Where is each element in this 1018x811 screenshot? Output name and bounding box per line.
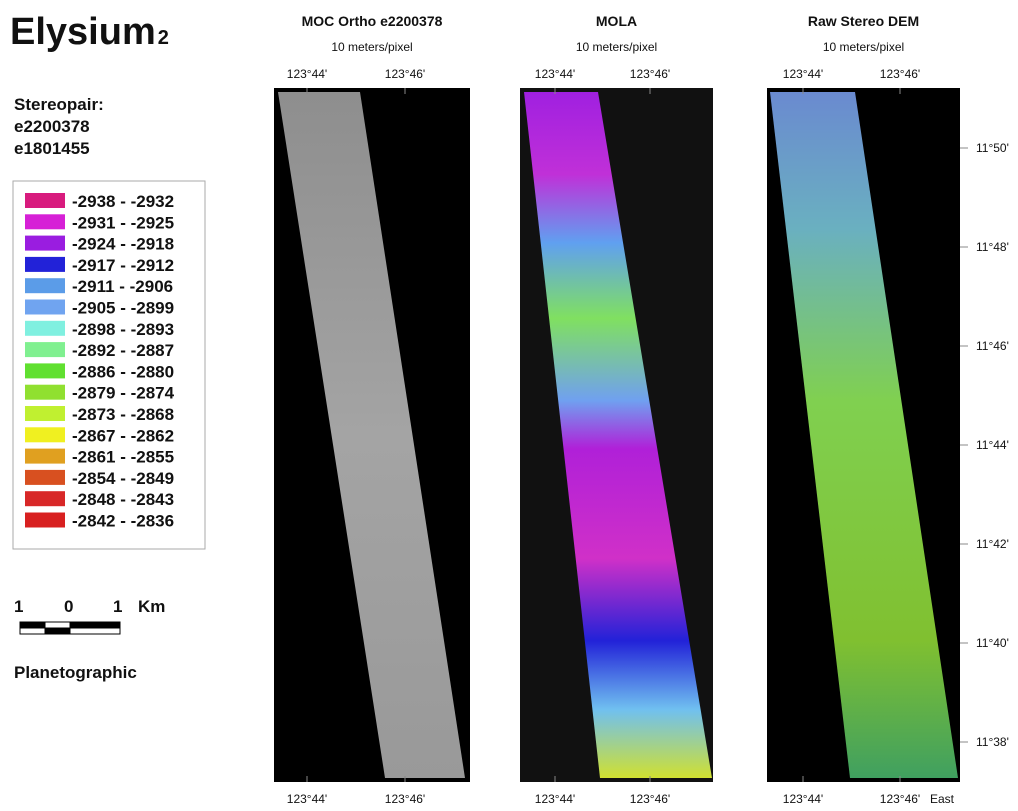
legend-label: -2917 - -2912 [72,256,174,275]
panel-subtitle: 10 meters/pixel [331,40,412,54]
legend-swatch [25,363,65,378]
panel-subtitle: 10 meters/pixel [576,40,657,54]
legend-label: -2886 - -2880 [72,362,174,381]
legend-swatch [25,236,65,251]
projection: Planetographic [14,663,137,682]
legend-swatch [25,491,65,506]
legend-swatch [25,385,65,400]
legend-label: -2854 - -2849 [72,469,174,488]
latitude-label: 11°44' [976,438,1009,452]
legend-label: -2848 - -2843 [72,490,174,509]
longitude-label: 123°44' [287,792,327,806]
longitude-label: 123°44' [783,67,823,81]
panel-title: MOLA [596,13,637,29]
legend-label: -2873 - -2868 [72,405,174,424]
latitude-label: 11°38' [976,735,1009,749]
legend-swatch [25,257,65,272]
latitude-label: 11°50' [976,141,1009,155]
panel-subtitle: 10 meters/pixel [823,40,904,54]
latitude-label: 11°48' [976,240,1009,254]
legend-swatch [25,470,65,485]
legend-swatch [25,427,65,442]
stereopair-image: e1801455 [14,139,90,158]
legend-swatch [25,406,65,421]
longitude-label: 123°46' [385,67,425,81]
figure: Elysium2 Stereopair: e2200378 e1801455 -… [0,0,1018,811]
legend-swatch [25,300,65,315]
legend-swatch [25,342,65,357]
latitude-label: 11°42' [976,537,1009,551]
legend-label: -2938 - -2932 [72,192,174,211]
legend-label: -2879 - -2874 [72,384,175,403]
panel-title: MOC Ortho e2200378 [302,13,443,29]
scale-unit: Km [138,597,165,616]
legend-label: -2905 - -2899 [72,299,174,318]
title-main: Elysium [10,11,156,53]
scale-label: 0 [64,597,73,616]
legend-label: -2867 - -2862 [72,426,174,445]
longitude-label: 123°46' [385,792,425,806]
scale-label: 1 [14,597,23,616]
legend-label: -2892 - -2887 [72,341,174,360]
stereopair-label: Stereopair: [14,95,104,114]
stereopair-image: e2200378 [14,117,90,136]
longitude-label: 123°46' [630,792,670,806]
legend-swatch [25,214,65,229]
east-label: East [930,792,955,806]
scale-bar [20,622,120,634]
panel-title: Raw Stereo DEM [808,13,919,29]
longitude-label: 123°44' [287,67,327,81]
legend-label: -2931 - -2925 [72,213,174,232]
legend-swatch [25,513,65,528]
longitude-label: 123°46' [630,67,670,81]
legend-swatch [25,193,65,208]
longitude-label: 123°44' [535,67,575,81]
legend-label: -2898 - -2893 [72,320,174,339]
legend-label: -2842 - -2836 [72,512,174,531]
longitude-label: 123°44' [783,792,823,806]
longitude-label: 123°44' [535,792,575,806]
legend-swatch [25,278,65,293]
title-sub: 2 [158,27,169,49]
legend-label: -2924 - -2918 [72,235,174,254]
scale-label: 1 [113,597,122,616]
latitude-label: 11°40' [976,636,1009,650]
legend-swatch [25,321,65,336]
legend-label: -2861 - -2855 [72,448,174,467]
latitude-label: 11°46' [976,339,1009,353]
longitude-label: 123°46' [880,792,920,806]
legend-label: -2911 - -2906 [72,277,173,296]
longitude-label: 123°46' [880,67,920,81]
legend-swatch [25,449,65,464]
